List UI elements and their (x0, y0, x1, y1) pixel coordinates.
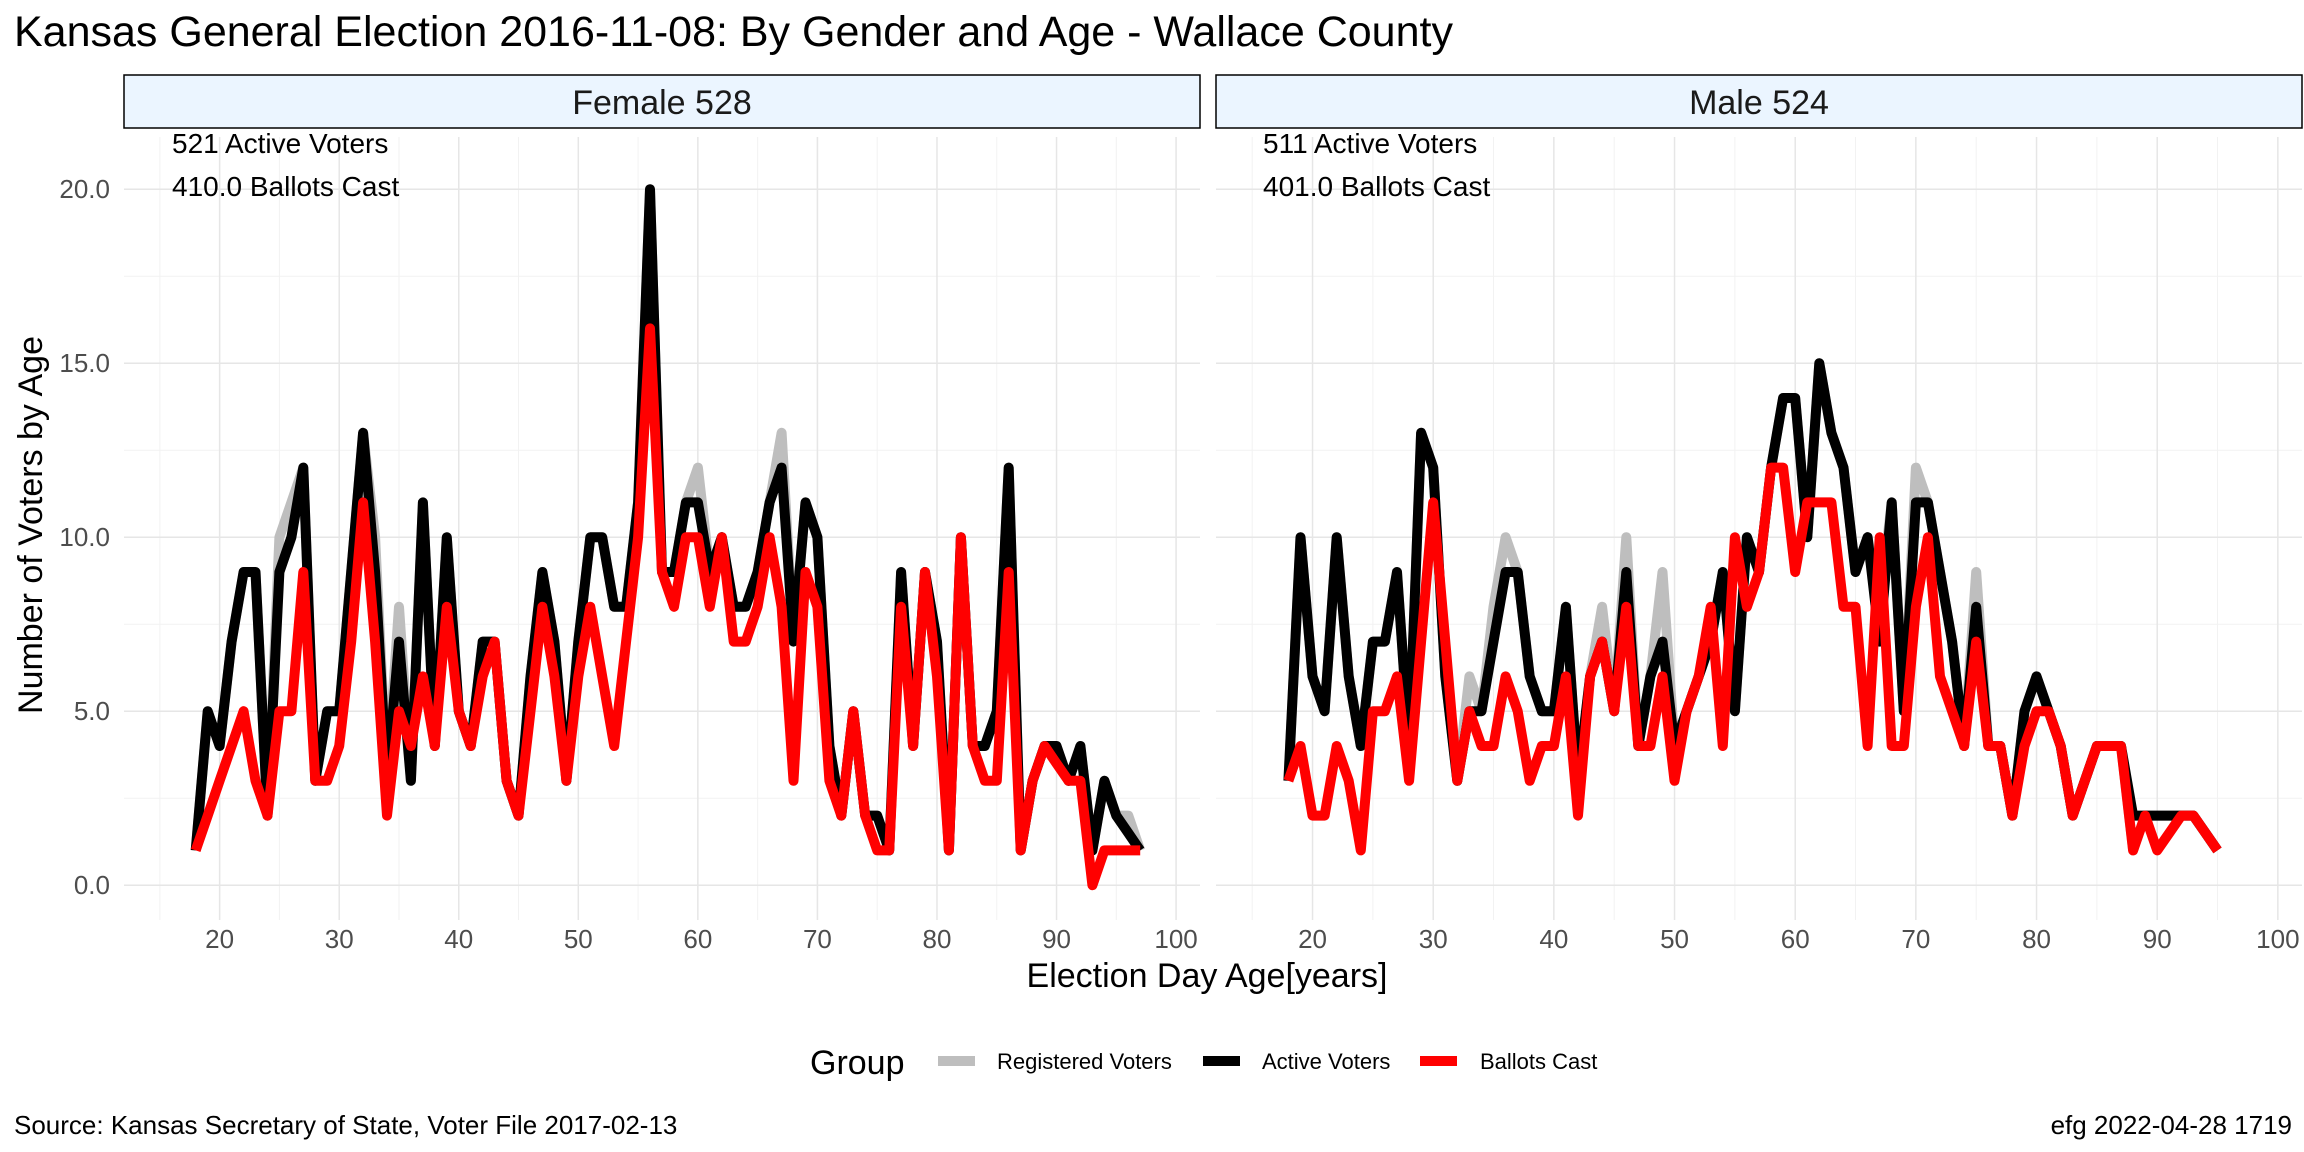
x-tick-label: 70 (803, 924, 832, 954)
series-line-ballots-cast (190, 323, 1141, 891)
y-axis-title: Number of Voters by Age (12, 336, 50, 714)
series-line-active-voters (190, 184, 1145, 856)
series-lines-female (190, 184, 1145, 891)
source-caption: Source: Kansas Secretary of State, Voter… (14, 1110, 677, 1140)
annotation-ballots-female: 410.0 Ballots Cast (172, 171, 399, 202)
y-tick-label: 20.0 (59, 174, 110, 204)
x-tick-label: 80 (923, 924, 952, 954)
annotation-active-male: 511 Active Voters (1263, 128, 1477, 159)
legend-label-ballots: Ballots Cast (1480, 1049, 1597, 1074)
series-line-ballots-cast (1283, 462, 2222, 856)
x-tick-label: 60 (1781, 924, 1810, 954)
x-axis-title: Election Day Age[years] (1027, 957, 1388, 995)
x-axis-ticks: 20 30 40 50 60 70 80 90 100 20 30 40 50 60 70 80 90 100 (205, 924, 2299, 954)
credit-caption: efg 2022-04-28 1719 (2051, 1110, 2292, 1140)
x-tick-label: 100 (1154, 924, 1197, 954)
x-tick-label: 20 (205, 924, 234, 954)
x-tick-label: 30 (325, 924, 354, 954)
x-tick-label: 40 (444, 924, 473, 954)
series-lines-male (1283, 358, 2222, 856)
x-tick-label: 80 (2022, 924, 2051, 954)
x-tick-label: 50 (1660, 924, 1689, 954)
x-tick-label: 100 (2256, 924, 2299, 954)
chart-title: Kansas General Election 2016-11-08: By G… (14, 8, 1453, 56)
x-tick-label: 60 (683, 924, 712, 954)
x-tick-label: 90 (2143, 924, 2172, 954)
x-tick-label: 50 (564, 924, 593, 954)
legend-label-registered: Registered Voters (997, 1049, 1172, 1074)
y-tick-label: 0.0 (74, 870, 110, 900)
panel-female: Female 528 521 Active Voters 410.0 Ballo… (123, 74, 1201, 920)
annotation-active-female: 521 Active Voters (172, 128, 388, 159)
legend-title: Group (810, 1044, 905, 1082)
y-axis-ticks: 0.0 5.0 10.0 15.0 20.0 (59, 174, 110, 900)
x-tick-label: 70 (1901, 924, 1930, 954)
y-tick-label: 10.0 (59, 522, 110, 552)
legend: Group Registered Voters Active Voters Ba… (810, 1044, 1597, 1082)
strip-label-female: Female 528 (572, 84, 752, 122)
x-tick-label: 30 (1419, 924, 1448, 954)
x-tick-label: 40 (1539, 924, 1568, 954)
legend-label-active: Active Voters (1262, 1049, 1390, 1074)
strip-label-male: Male 524 (1689, 84, 1829, 122)
y-tick-label: 15.0 (59, 348, 110, 378)
x-tick-label: 20 (1298, 924, 1327, 954)
panel-male: Male 524 511 Active Voters 401.0 Ballots… (1215, 74, 2303, 920)
x-tick-label: 90 (1042, 924, 1071, 954)
strip-female (123, 74, 1201, 129)
grid-male (1216, 137, 2302, 920)
annotation-ballots-male: 401.0 Ballots Cast (1263, 171, 1490, 202)
y-tick-label: 5.0 (74, 696, 110, 726)
strip-male (1215, 74, 2303, 129)
